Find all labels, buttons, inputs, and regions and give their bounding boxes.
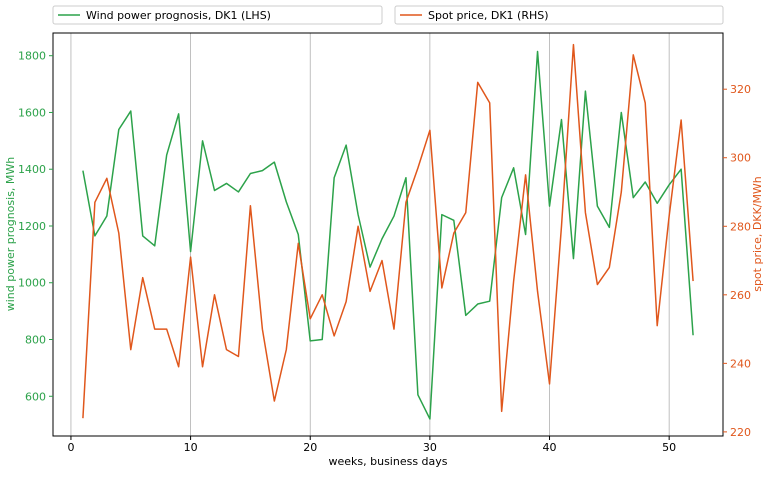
y-left-tick-label: 1400 [18, 163, 46, 176]
legend-box-spot [394, 5, 724, 25]
y-right-tick-label: 280 [730, 220, 751, 233]
y-left-tick-label: 1600 [18, 106, 46, 119]
y-axis-right-label: spot price, DKK/MWh [751, 176, 764, 292]
legend-box-wind [52, 5, 383, 25]
x-tick-label: 30 [423, 441, 437, 454]
y-left-tick-label: 800 [25, 334, 46, 347]
legend-label-wind: Wind power prognosis, DK1 (LHS) [86, 9, 271, 22]
legend-spot: Spot price, DK1 (RHS) [394, 5, 724, 25]
y-axis-right: 220 240 260 280 300 320 [723, 83, 751, 439]
y-axis-left-label: wind power prognosis, MWh [4, 157, 17, 312]
y-axis-left: 600 800 1000 1200 1400 1600 1800 [18, 50, 53, 403]
y-right-tick-label: 220 [730, 426, 751, 439]
series-line-wind [82, 50, 694, 420]
series-lines [82, 43, 694, 420]
y-left-tick-label: 1800 [18, 50, 46, 63]
y-right-tick-label: 260 [730, 289, 751, 302]
y-left-tick-label: 1000 [18, 277, 46, 290]
x-tick-label: 10 [184, 441, 198, 454]
y-right-tick-label: 300 [730, 152, 751, 165]
x-tick-label: 40 [543, 441, 557, 454]
legend-wind: Wind power prognosis, DK1 (LHS) [52, 5, 383, 25]
plot-frame [52, 32, 724, 437]
y-left-tick-label: 1200 [18, 220, 46, 233]
y-right-tick-label: 320 [730, 83, 751, 96]
x-tick-label: 20 [303, 441, 317, 454]
x-axis-label: weeks, business days [328, 455, 447, 468]
legend-label-spot: Spot price, DK1 (RHS) [428, 9, 549, 22]
series-line-spot [82, 43, 694, 419]
x-axis: 0 10 20 30 40 50 [67, 436, 676, 454]
x-tick-label: 0 [67, 441, 74, 454]
y-left-tick-label: 600 [25, 390, 46, 403]
y-right-tick-label: 240 [730, 357, 751, 370]
x-tick-label: 50 [662, 441, 676, 454]
gridlines [70, 33, 670, 436]
